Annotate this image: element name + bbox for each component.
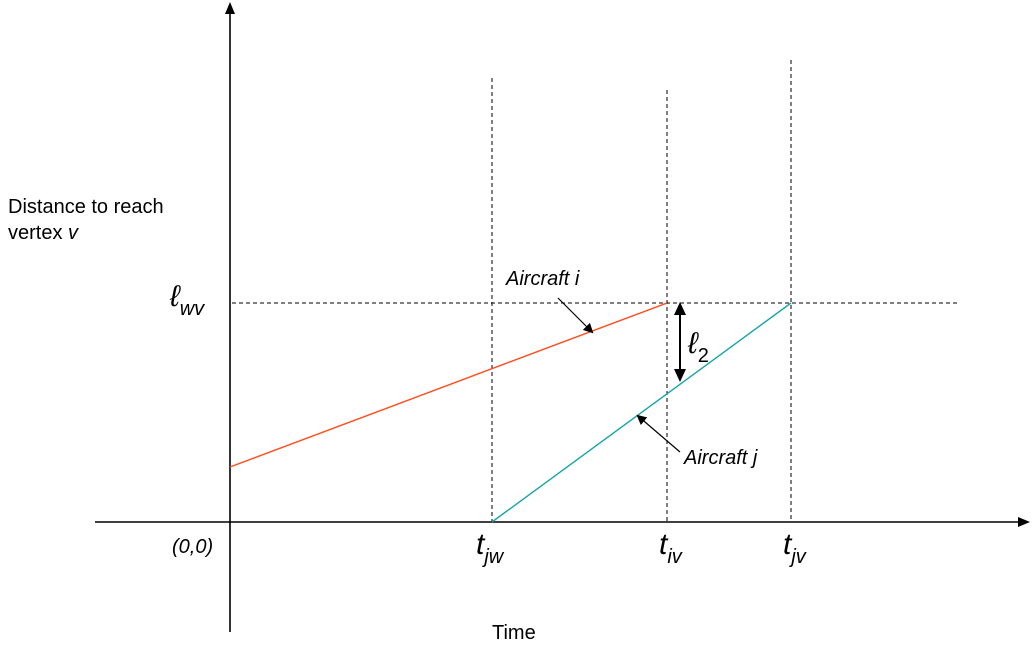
y-axis-label-var: v: [68, 222, 79, 244]
aircraft-j-line: [491, 302, 792, 523]
tick-t-jw: tjw: [476, 528, 503, 569]
tick-t-iv-sub: iv: [667, 546, 682, 568]
x-axis-arrow: [1018, 517, 1030, 527]
y-axis-label-line1: Distance to reach: [8, 196, 164, 218]
aircraft-i-line: [229, 302, 668, 468]
tick-t-jv-sub: jv: [791, 546, 806, 568]
gap-label-sub: 2: [697, 345, 709, 367]
y-axis-label: Distance to reach vertex v: [8, 194, 164, 246]
gap-label-base: ℓ: [688, 327, 698, 360]
tick-t-jv-base: t: [783, 528, 792, 561]
level-label-sub: wv: [179, 298, 205, 320]
aircraft-i-label: Aircraft i: [506, 268, 580, 290]
aircraft-i-pointer: [557, 297, 594, 334]
aircraft-j-label: Aircraft j: [684, 447, 758, 469]
y-axis-label-prefix: vertex: [8, 222, 69, 244]
y-axis-label-line2: vertex v: [8, 220, 164, 246]
tick-t-iv: tiv: [659, 528, 682, 569]
origin-label: (0,0): [172, 536, 214, 558]
y-axis-arrow: [225, 2, 235, 14]
tick-t-jw-sub: jw: [484, 546, 504, 568]
gap-arrow-head-top: [674, 302, 686, 315]
aircraft-j-pointer: [636, 414, 681, 453]
tick-t-jw-base: t: [476, 528, 485, 561]
tick-t-iv-base: t: [659, 528, 668, 561]
gap-arrow-head-bottom: [674, 369, 686, 382]
level-label-base: ℓ: [170, 280, 180, 313]
x-axis-label: Time: [492, 622, 536, 644]
gap-label-l-2: ℓ2: [688, 327, 709, 368]
level-label-l-wv: ℓwv: [170, 280, 204, 321]
tick-t-jv: tjv: [783, 528, 806, 569]
